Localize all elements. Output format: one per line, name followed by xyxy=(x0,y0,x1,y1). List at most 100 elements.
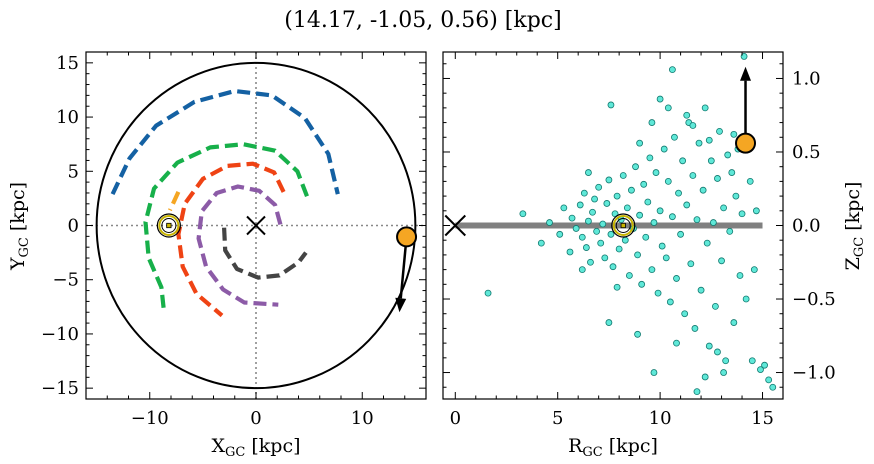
scatter-point xyxy=(668,66,676,74)
scatter-point xyxy=(664,104,672,112)
scatter-point xyxy=(666,298,674,306)
y-tick-label: 5 xyxy=(68,161,79,182)
scatter-point xyxy=(650,369,658,376)
sun-marker-right-center xyxy=(620,222,626,229)
y-tick-label: 0 xyxy=(68,216,79,237)
y-tick-label: 0.0 xyxy=(792,216,821,237)
scatter-point xyxy=(628,186,635,194)
scatter-point xyxy=(613,192,621,200)
y-tick-label: −1.0 xyxy=(792,363,836,384)
scatter-point xyxy=(673,275,680,282)
scatter-point xyxy=(728,169,736,176)
scatter-point xyxy=(621,236,629,244)
scatter-point xyxy=(568,214,576,222)
scatter-point xyxy=(652,169,660,176)
spiral-arm-3 xyxy=(167,191,181,212)
scatter-point xyxy=(572,225,580,232)
scatter-point xyxy=(658,242,666,250)
y-tick-label: −15 xyxy=(41,378,79,399)
sun-marker-right-ring xyxy=(612,215,634,236)
scatter-point xyxy=(566,248,574,256)
scatter-point xyxy=(679,157,687,165)
right-y-axis-label: ZGC [kpc] xyxy=(842,182,867,271)
right-axis-ticks: 0 5 10 15 −1.0 −0.5 0.0 0.5 1.0 xyxy=(443,52,836,429)
spiral-arm-6 xyxy=(222,227,308,280)
scatter-point xyxy=(591,195,598,203)
scatter-point xyxy=(642,233,650,241)
scatter-point xyxy=(748,357,756,365)
galactic-center-marker xyxy=(246,215,266,236)
scatter-point xyxy=(623,204,631,212)
scatter-point xyxy=(664,177,672,185)
scatter-point xyxy=(607,101,615,109)
scatter-point xyxy=(640,180,648,188)
spiral-arm-1 xyxy=(110,88,340,196)
y-tick-label: −5 xyxy=(52,270,79,291)
scatter-point xyxy=(722,357,730,365)
left-y-axis-label: YGC [kpc] xyxy=(7,182,32,271)
scatter-point xyxy=(699,186,707,194)
scatter-point xyxy=(644,198,652,206)
scatter-point xyxy=(693,216,701,224)
y-tick-label: 0.5 xyxy=(792,142,821,163)
scatter-point xyxy=(675,189,682,197)
scatter-point xyxy=(736,272,744,279)
scatter-point xyxy=(683,201,691,209)
sun-marker-outer xyxy=(156,213,181,238)
left-axis-ticks: −10 0 10 −15 −10 −5 0 5 10 15 xyxy=(41,51,427,429)
scatter-point xyxy=(689,122,697,129)
scatter-point xyxy=(599,220,607,228)
scatter-point xyxy=(757,366,764,373)
y-tick-label: 1.0 xyxy=(792,68,821,89)
left-x-axis-label: XGC [kpc] xyxy=(211,435,300,460)
right-overlay xyxy=(444,66,757,238)
scatter-point xyxy=(742,295,750,303)
scatter-point xyxy=(601,254,609,262)
scatter-point xyxy=(718,257,725,265)
scatter-point xyxy=(580,189,588,197)
scatter-point xyxy=(625,272,633,279)
sun-marker-right-outer xyxy=(611,213,636,238)
scatter-point xyxy=(693,388,701,396)
velocity-arrow-right-head xyxy=(740,66,752,81)
left-panel: −10 0 10 −15 −10 −5 0 5 10 15 XGC [kpc] YGC [kpc] xyxy=(7,51,427,460)
scatter-point xyxy=(560,204,568,212)
figure-title: (14.17, -1.05, 0.56) [kpc] xyxy=(284,8,561,33)
x-tick-label: 10 xyxy=(649,408,672,429)
scatter-point xyxy=(671,133,678,141)
scatter-point xyxy=(650,219,658,226)
scatter-point xyxy=(683,111,691,119)
sun-marker-center xyxy=(166,222,172,229)
scatter-point xyxy=(636,139,644,147)
scatter-point xyxy=(761,361,768,369)
scatter-point xyxy=(593,227,601,235)
scatter-point xyxy=(619,172,627,179)
target-marker xyxy=(396,226,418,248)
sun-marker-ring xyxy=(158,215,180,236)
right-panel: 0 5 10 15 −1.0 −0.5 0.0 0.5 1.0 RGC [kpc] ZGC [k… xyxy=(442,51,867,460)
scatter-point xyxy=(720,204,728,212)
x-tick-label: 0 xyxy=(250,408,261,429)
left-overlay xyxy=(156,213,418,313)
scatter-point xyxy=(660,145,668,153)
scatter-point xyxy=(484,289,492,297)
scatter-point xyxy=(654,289,662,297)
scatter-point xyxy=(589,208,596,216)
galaxy-boundary-circle xyxy=(95,61,417,390)
scatter-point xyxy=(732,192,740,200)
scatter-point xyxy=(634,251,641,259)
scatter-point xyxy=(636,211,644,219)
scatter-point xyxy=(607,230,615,238)
scatter-point xyxy=(695,139,703,147)
scatter-point xyxy=(638,280,646,288)
scatter-point xyxy=(597,239,605,247)
x-tick-label: 5 xyxy=(552,408,563,429)
scatter-point xyxy=(746,177,754,185)
scatter-point xyxy=(576,201,584,209)
x-tick-label: −10 xyxy=(131,408,169,429)
scatter-point xyxy=(709,219,717,226)
scatter-point xyxy=(646,154,654,162)
scatter-point xyxy=(705,136,713,144)
scatter-point xyxy=(765,376,773,384)
